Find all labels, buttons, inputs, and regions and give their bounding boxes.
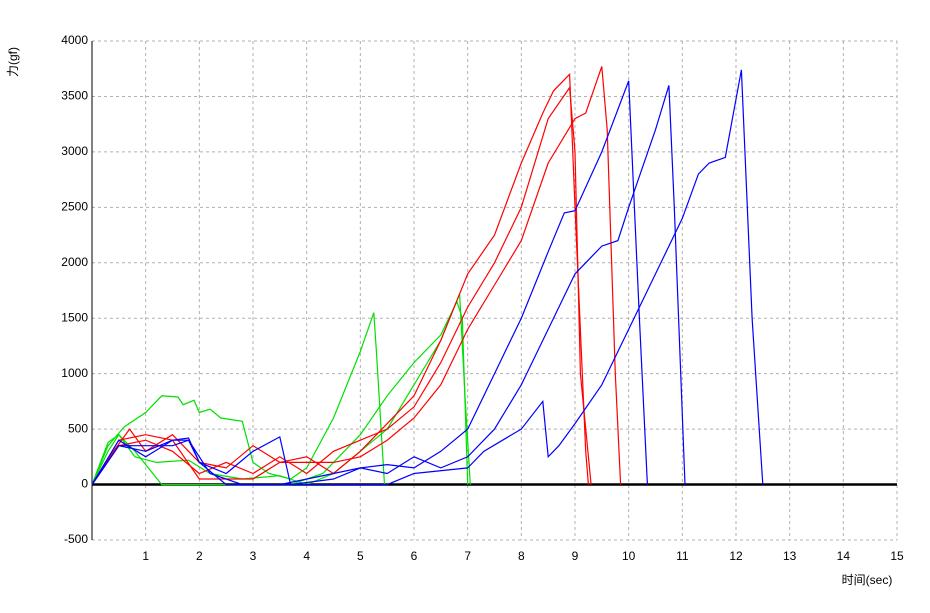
data-line	[91, 80, 648, 486]
x-tick-label: 5	[357, 549, 364, 563]
x-tick-label: 4	[303, 549, 310, 563]
x-tick-label: 9	[572, 549, 579, 563]
data-line	[91, 85, 686, 486]
y-tick-label: 4000	[61, 33, 88, 47]
data-line	[91, 85, 592, 485]
x-tick-label: 8	[518, 549, 525, 563]
x-tick-label: 13	[783, 549, 797, 563]
y-tick-label: 1000	[61, 366, 88, 380]
y-tick-label: 1500	[61, 310, 88, 324]
x-axis-label: 时间(sec)	[842, 573, 893, 587]
x-tick-label: 3	[250, 549, 257, 563]
data-line	[91, 72, 589, 485]
x-tick-label: 15	[890, 549, 904, 563]
y-axis-label: 力(gf)	[6, 47, 20, 77]
y-tick-label: -500	[64, 532, 88, 546]
x-tick-label: 6	[411, 549, 418, 563]
data-line	[91, 312, 386, 485]
y-tick-label: 2000	[61, 255, 88, 269]
x-tick-label: 12	[729, 549, 743, 563]
x-tick-label: 10	[622, 549, 636, 563]
y-tick-label: 3000	[61, 144, 88, 158]
x-tick-label: 11	[676, 549, 689, 563]
data-line	[91, 66, 622, 485]
x-tick-label: 14	[837, 549, 851, 563]
y-tick-label: 3500	[61, 89, 88, 103]
data-line	[91, 69, 764, 486]
y-tick-label: 2500	[61, 200, 88, 214]
x-tick-label: 1	[142, 549, 149, 563]
y-tick-label: 500	[68, 421, 88, 435]
x-tick-label: 7	[464, 549, 471, 563]
y-tick-label: 0	[81, 477, 88, 491]
x-tick-label: 2	[196, 549, 203, 563]
